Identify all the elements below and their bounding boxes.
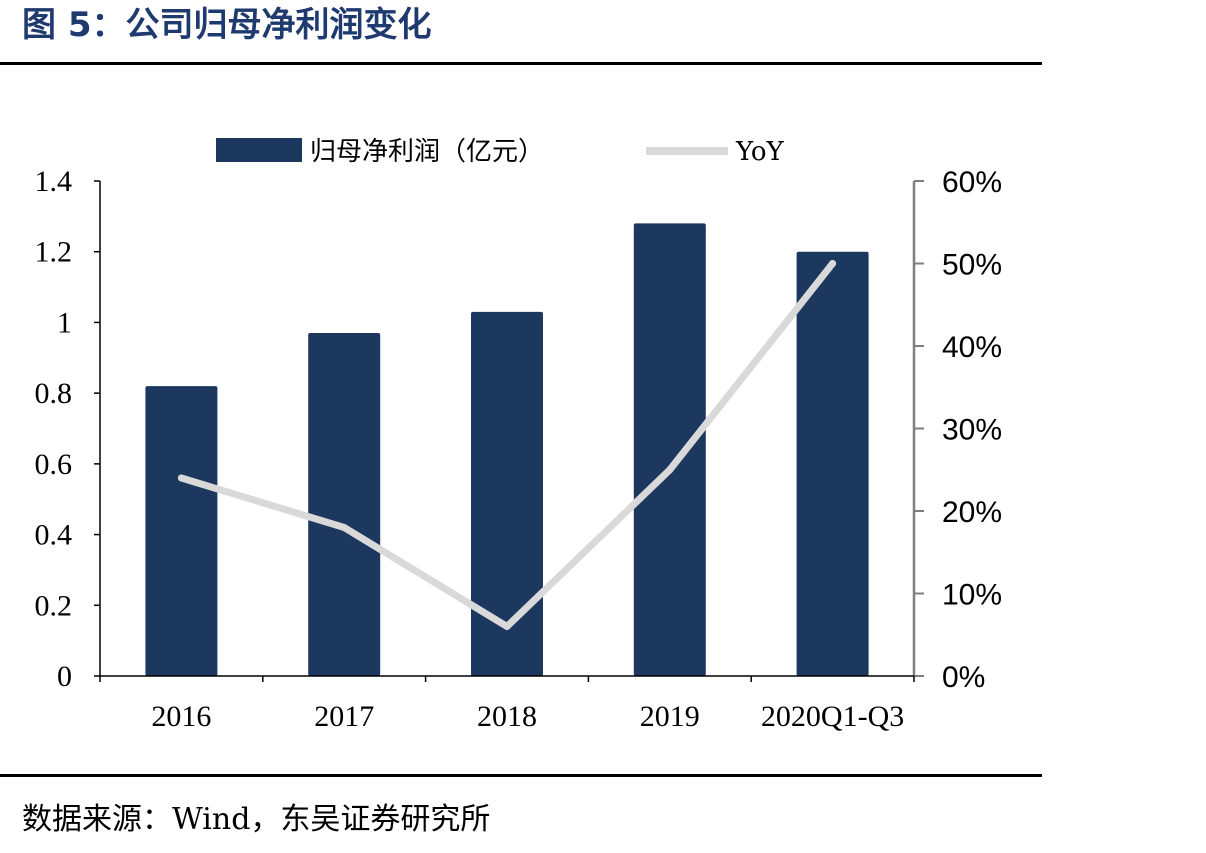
yoy-point-2020Q1-Q3 xyxy=(829,260,837,267)
right-tick-label: 0% xyxy=(942,661,985,694)
legend-label-bar: 归母净利润（亿元） xyxy=(310,137,544,167)
left-tick-label: 0.8 xyxy=(35,377,73,410)
right-tick-label: 20% xyxy=(942,496,1002,529)
x-tick-label: 2019 xyxy=(640,700,700,733)
yoy-point-2018 xyxy=(503,623,511,630)
right-tick-label: 50% xyxy=(942,249,1002,282)
plot-area: 0 0.2 0.4 0.6 0.8 1 1.2 1.4 0% 10% 20% 30% 40% 50% 60%… xyxy=(35,165,1003,733)
left-tick-label: 0.6 xyxy=(35,448,73,481)
yoy-point-2017 xyxy=(340,524,348,531)
left-tick-label: 1.2 xyxy=(35,236,73,269)
right-tick-label: 10% xyxy=(942,579,1002,612)
x-tick-label: 2020Q1-Q3 xyxy=(761,700,904,733)
left-tick-label: 1.4 xyxy=(35,165,73,198)
bar-2020Q1-Q3 xyxy=(796,251,869,676)
source-note: 数据来源：Wind，东吴证券研究所 xyxy=(22,802,491,837)
left-tick-label: 0.2 xyxy=(35,589,73,622)
bar-2018 xyxy=(471,311,543,676)
left-tick-label: 1 xyxy=(57,306,72,339)
bar-2019 xyxy=(633,223,706,676)
left-tick-label: 0 xyxy=(57,660,72,693)
bar-2016 xyxy=(145,386,218,676)
x-tick-label: 2017 xyxy=(314,700,374,733)
x-tick-label: 2018 xyxy=(477,700,537,733)
legend-swatch-bar xyxy=(216,138,302,162)
bottom-rule xyxy=(0,774,1042,777)
x-tick-label: 2016 xyxy=(151,700,211,733)
right-tick-label: 30% xyxy=(942,414,1002,447)
top-rule xyxy=(0,62,1042,65)
yoy-point-2019 xyxy=(666,466,674,474)
right-tick-label: 40% xyxy=(942,331,1002,364)
left-tick-label: 0.4 xyxy=(35,519,73,552)
legend-label-line: YoY xyxy=(735,137,785,167)
figure-title: 图 5：公司归母净利润变化 xyxy=(22,5,432,45)
yoy-point-2016 xyxy=(177,474,185,482)
bar-2017 xyxy=(308,333,381,676)
right-tick-label: 60% xyxy=(942,166,1002,199)
legend: 归母净利润（亿元） YoY xyxy=(216,137,785,167)
